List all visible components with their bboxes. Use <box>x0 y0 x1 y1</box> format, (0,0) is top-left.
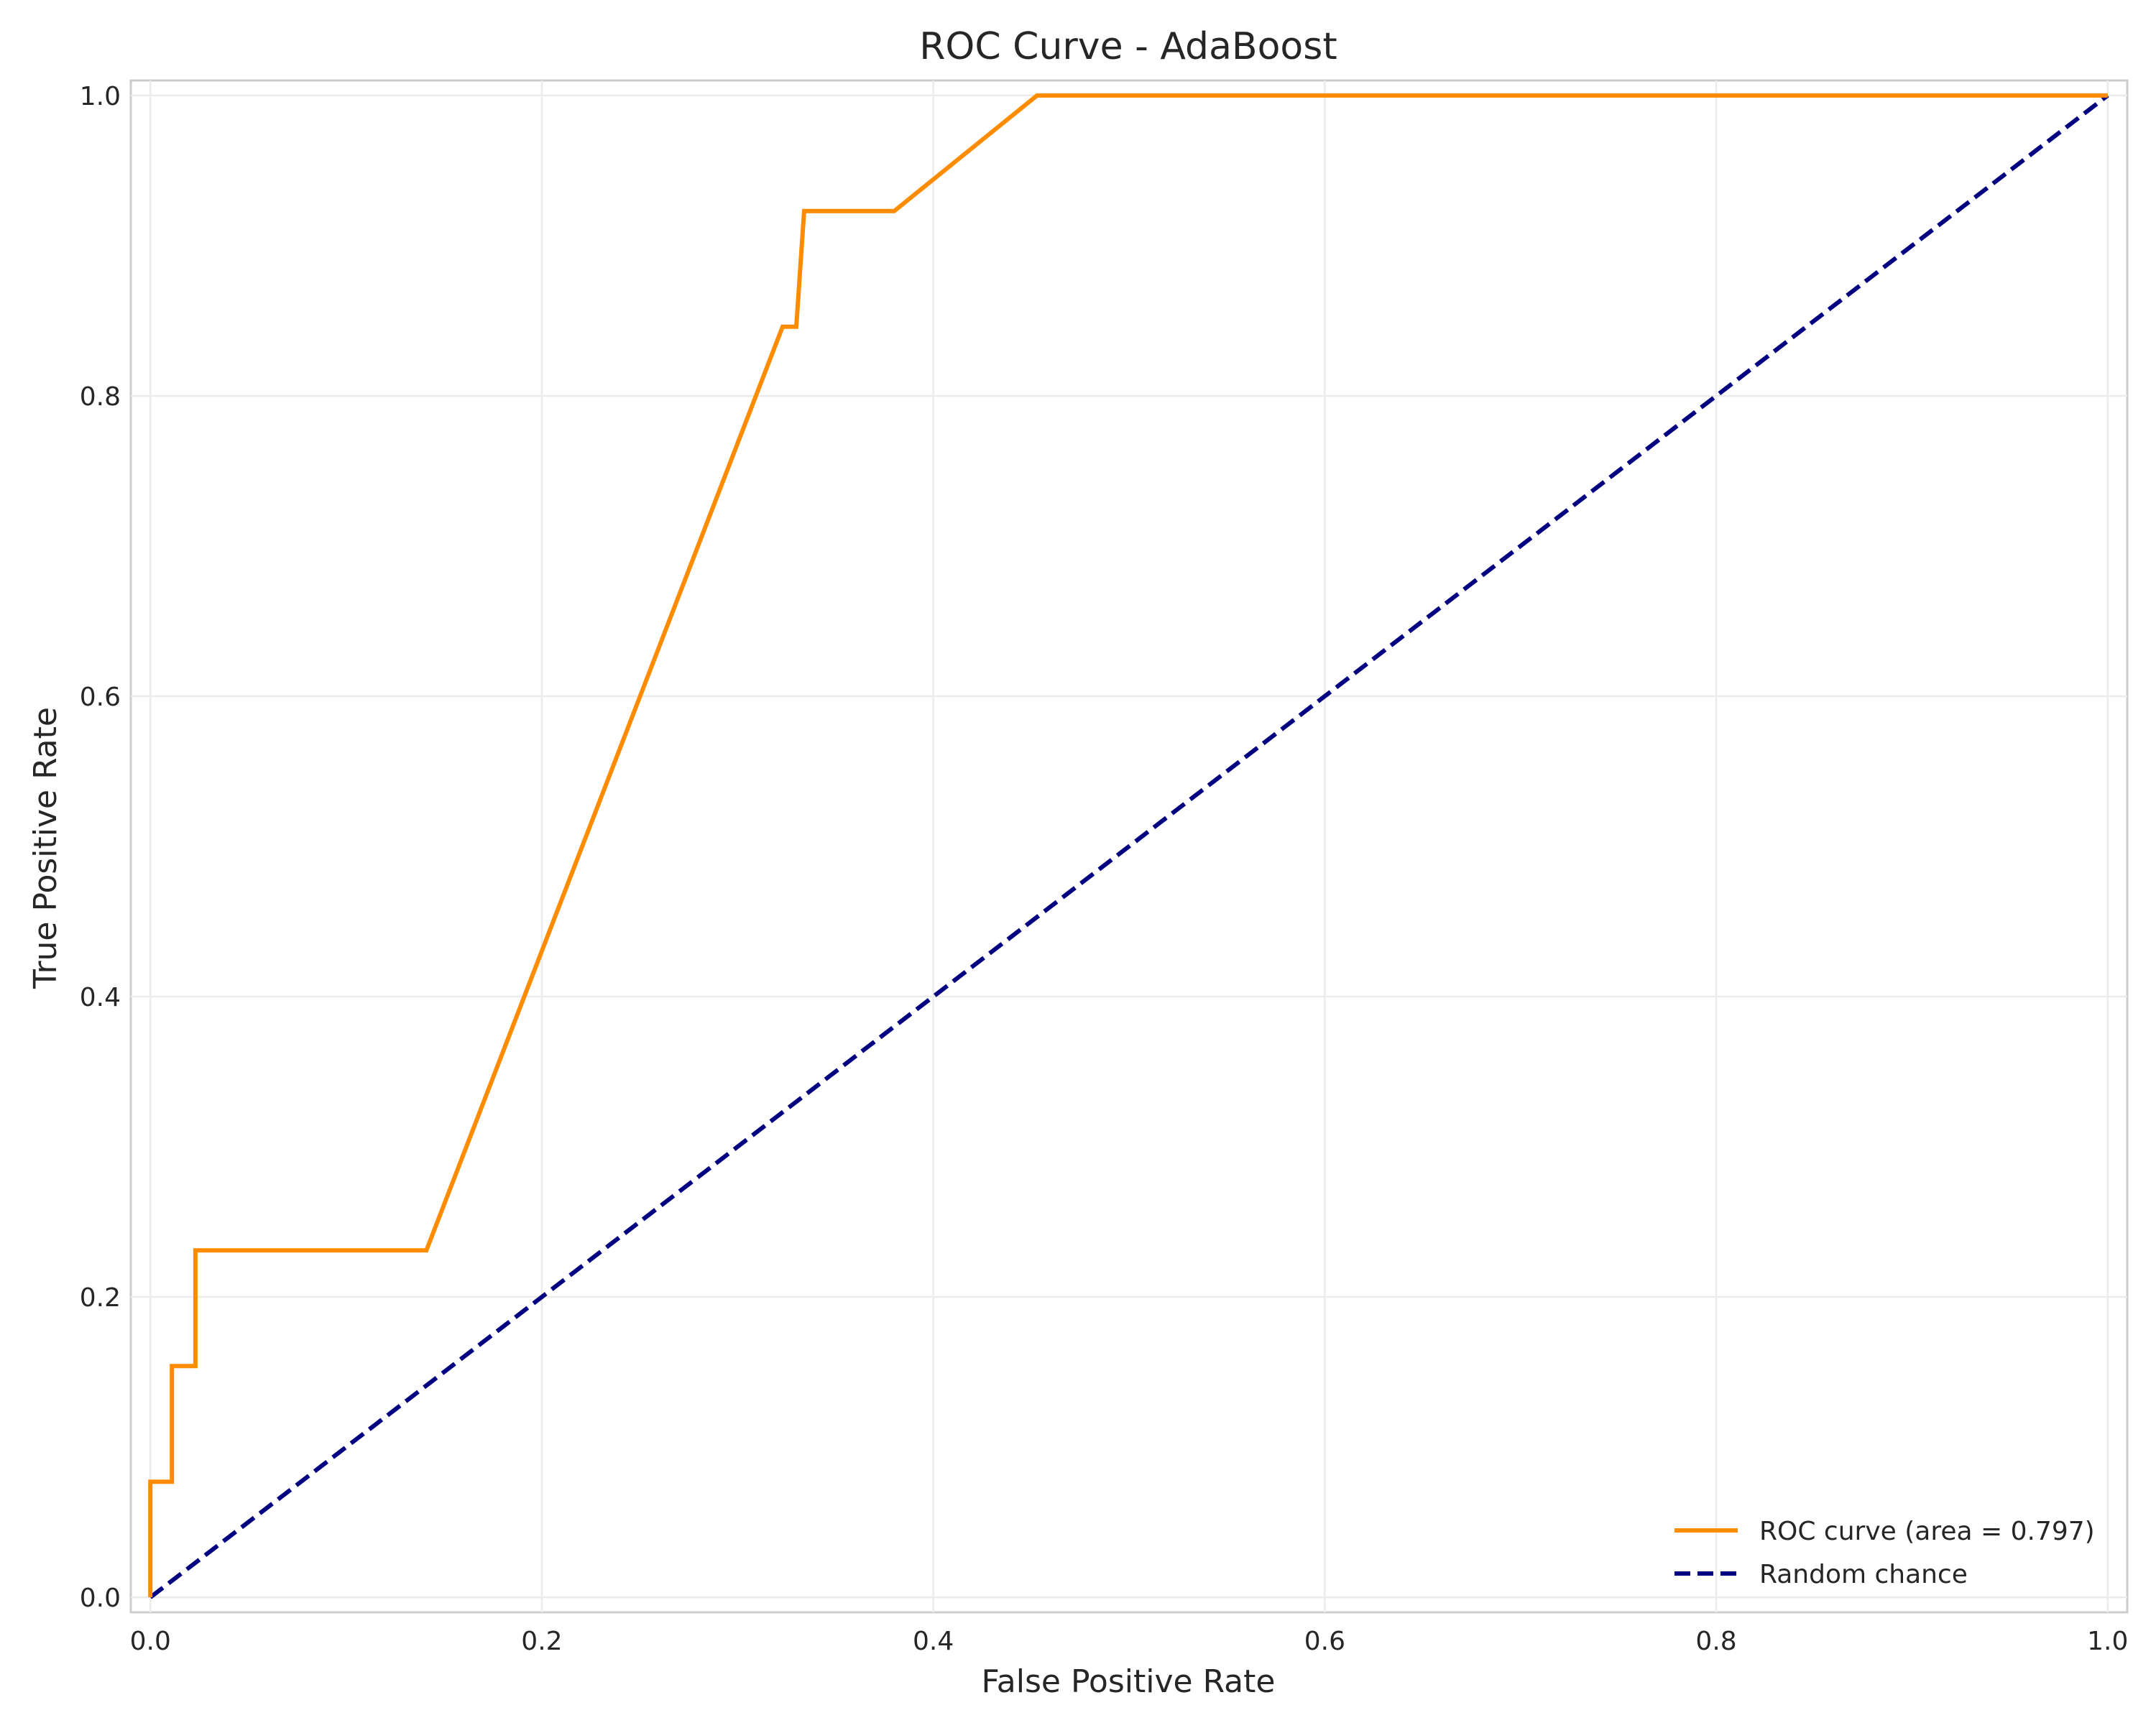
y-tick-label: 0.0 <box>80 1584 121 1613</box>
legend-label: ROC curve (area = 0.797) <box>1759 1517 2095 1546</box>
y-tick-label: 0.6 <box>80 683 121 712</box>
grid-lines <box>131 80 2127 1612</box>
y-axis-title: True Positive Rate <box>27 707 64 989</box>
roc-curve-line <box>148 93 2108 1598</box>
x-tick-label: 0.0 <box>130 1627 171 1656</box>
x-tick-label: 0.8 <box>1695 1627 1736 1656</box>
chart-title: ROC Curve - AdaBoost <box>919 25 1337 68</box>
y-tick-label: 0.4 <box>80 983 121 1012</box>
random-chance-line <box>149 93 2109 1599</box>
legend: ROC curve (area = 0.797) Random chance <box>1674 1517 2095 1589</box>
y-tick-label: 0.8 <box>80 382 121 412</box>
y-tick-label: 0.2 <box>80 1283 121 1313</box>
tick-labels: 0.0 0.2 0.4 0.6 0.8 1.0 0.0 0.2 0.4 0.6 0.8 1.0 <box>80 82 2129 1656</box>
x-tick-label: 0.6 <box>1304 1627 1345 1656</box>
x-tick-label: 0.4 <box>913 1627 954 1656</box>
series-lines <box>148 93 2109 1599</box>
x-axis-title: False Positive Rate <box>982 1663 1276 1700</box>
x-tick-label: 1.0 <box>2087 1627 2128 1656</box>
y-tick-label: 1.0 <box>80 82 121 111</box>
x-tick-label: 0.2 <box>521 1627 562 1656</box>
legend-label: Random chance <box>1759 1560 1968 1589</box>
